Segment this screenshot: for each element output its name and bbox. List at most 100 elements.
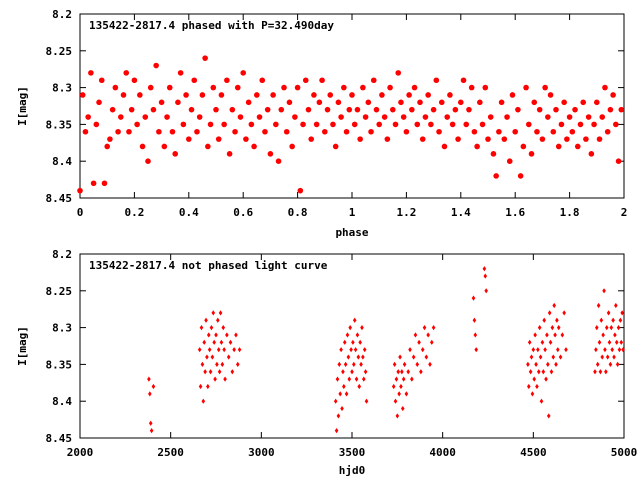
data-point [615,361,620,367]
data-point [230,369,235,375]
data-point [351,339,355,345]
data-point [501,136,508,142]
data-point [604,369,608,375]
data-point [441,143,448,150]
data-point [548,339,553,345]
data-point [109,106,116,113]
data-point [608,361,613,367]
data-point [223,376,227,382]
data-point [517,173,524,179]
data-point [256,114,263,120]
data-point [93,121,100,128]
data-point [335,99,342,106]
data-point [554,361,558,367]
data-point [438,99,445,106]
data-point [147,84,154,91]
data-point [555,143,562,150]
data-point [243,136,249,142]
data-point [621,347,625,353]
data-point [615,158,622,164]
data-point [213,106,219,113]
data-point [235,361,240,367]
data-point [556,325,561,331]
data-point [425,92,431,98]
data-point [82,128,89,135]
data-point [283,128,290,135]
y-tick-label: 8.3 [52,322,72,335]
data-point [151,383,156,390]
data-point [404,391,409,397]
data-point [341,369,345,375]
data-point [509,92,516,98]
data-point [595,325,599,331]
data-point [335,376,340,382]
data-point [364,398,369,404]
data-point [498,99,505,106]
data-point [414,121,421,128]
x-tick-label: 0.4 [179,206,199,219]
data-point [599,114,606,120]
data-point [430,106,437,113]
data-point [275,158,282,164]
data-point [330,121,336,128]
data-point [363,369,368,375]
data-point [150,106,157,113]
data-point [483,273,488,279]
data-point [583,136,589,142]
data-point [172,151,178,157]
data-point [539,398,544,404]
data-point [399,383,403,390]
data-point [580,99,586,106]
data-point [610,347,615,353]
data-point [215,136,222,142]
y-tick-label: 8.2 [52,248,72,261]
data-point [436,128,442,135]
data-point [183,92,189,98]
data-point [357,136,363,142]
data-point [455,136,461,142]
data-point [98,77,105,84]
data-point [240,70,246,76]
data-point [539,136,546,142]
data-point [357,383,362,390]
data-point [180,121,187,128]
data-point [482,84,489,91]
data-point [344,391,349,397]
data-point [101,180,108,187]
data-point [607,106,614,113]
data-point [343,128,350,135]
data-point [216,347,221,353]
data-point [536,369,541,375]
data-point [224,77,230,84]
data-point [409,106,415,113]
data-point [536,106,543,113]
data-point [166,84,173,91]
data-point [332,143,339,150]
data-point [417,339,421,345]
data-point [333,398,338,404]
data-point [523,84,529,91]
data-point [411,354,416,360]
data-point [219,339,224,345]
data-point [234,332,238,338]
y-tick-label: 8.35 [46,358,73,371]
data-point [316,99,323,106]
data-point [560,332,565,338]
data-point [604,128,611,135]
data-point [197,347,202,353]
data-point [343,361,348,367]
data-point [562,310,566,316]
data-point [164,114,170,120]
y-tick-label: 8.45 [46,432,73,445]
data-point [474,143,480,150]
data-point [225,332,229,338]
data-point [549,369,554,375]
y-tick-label: 8.4 [52,395,72,408]
data-point [512,128,518,135]
data-point [205,143,211,150]
data-point [142,114,149,120]
data-point [204,317,208,323]
y-tick-label: 8.35 [46,118,73,131]
data-point [398,354,402,360]
data-point [259,77,266,84]
